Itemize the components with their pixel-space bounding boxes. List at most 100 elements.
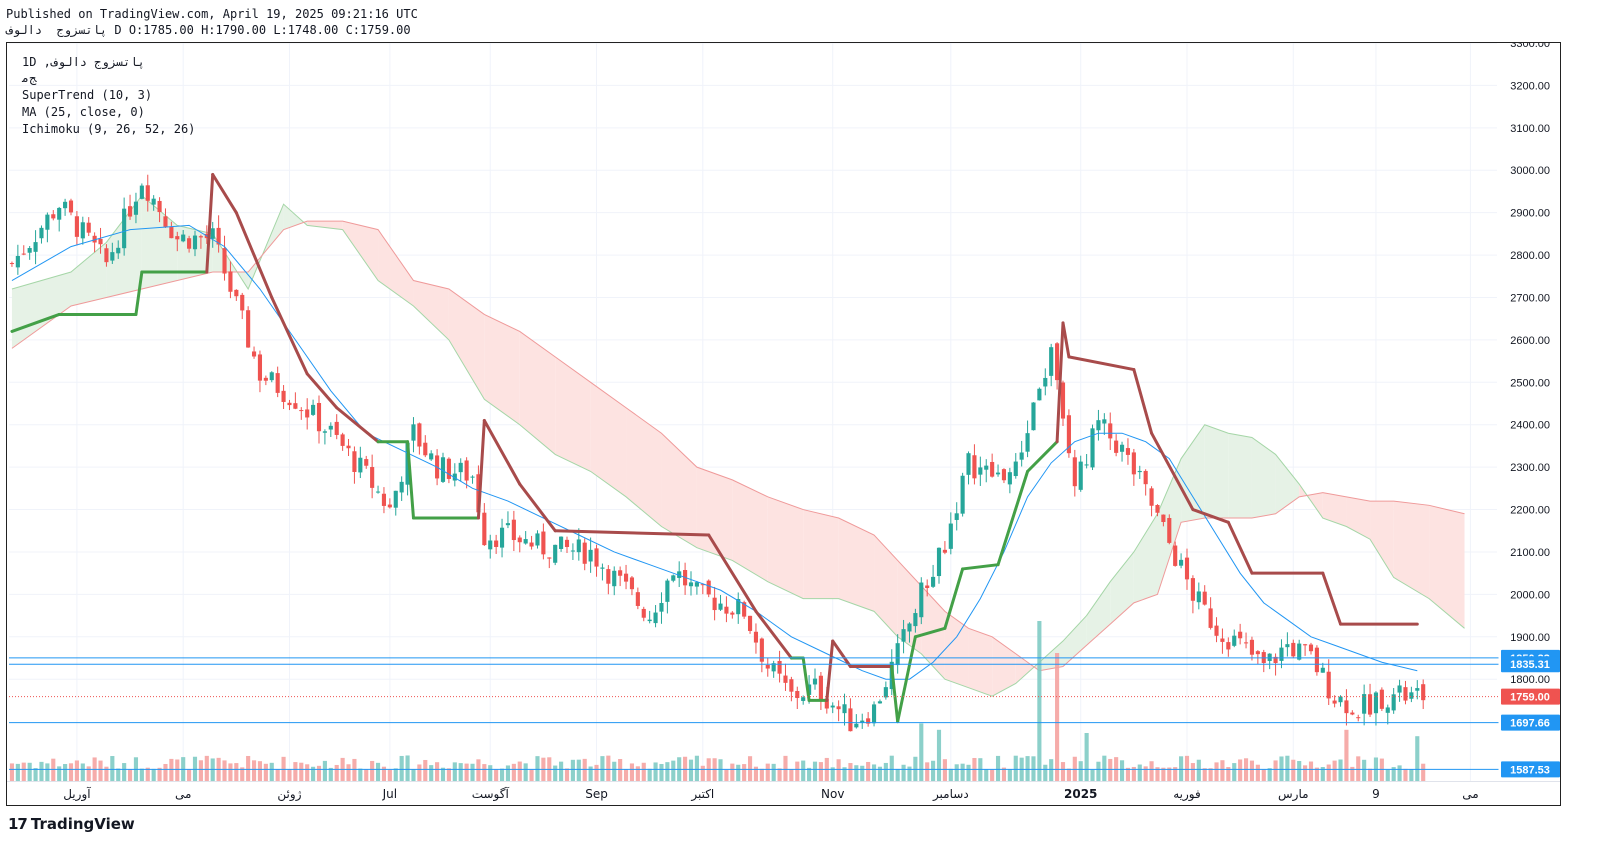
candle-body	[1421, 684, 1426, 701]
candle-body	[594, 548, 599, 567]
candle-body	[559, 536, 564, 549]
volume-bar	[27, 762, 32, 781]
ichimoku-cloud-segment	[1086, 581, 1111, 646]
volume-bar	[399, 755, 404, 781]
candle-body	[1415, 688, 1420, 691]
candle-body	[564, 539, 570, 548]
candle-body	[1179, 559, 1184, 566]
supertrend-line	[270, 295, 309, 376]
volume-bar	[370, 760, 375, 781]
candle-body	[1308, 644, 1314, 652]
volume-bar	[1367, 768, 1373, 781]
supertrend-line	[335, 406, 380, 444]
volume-bar	[1220, 760, 1225, 781]
ichimoku-cloud-segment	[484, 314, 520, 425]
volume-bar	[39, 761, 44, 781]
volume-bar	[287, 769, 292, 781]
legend-ma[interactable]: MA (25, close, 0)	[22, 105, 145, 119]
ichimoku-cloud-segment	[11, 272, 71, 349]
volume-bar	[736, 764, 741, 781]
candle-body	[1232, 635, 1237, 646]
volume-bar	[411, 769, 416, 781]
x-tick-label: می	[175, 787, 191, 801]
ichimoku-cloud-segment	[838, 518, 875, 612]
price-chart[interactable]: 3300.00 3200.00 3100.00 3000.00 2900.00 2800.…	[7, 43, 1560, 805]
candle-body	[1238, 631, 1243, 639]
volume-bar	[1314, 767, 1319, 781]
volume-bar	[659, 763, 664, 781]
volume-bar	[1131, 766, 1136, 781]
volume-bar	[901, 764, 906, 781]
candle-body	[830, 705, 835, 708]
volume-bar	[1143, 766, 1148, 781]
candle-body	[688, 582, 694, 587]
level-badge: 1697.66	[1510, 718, 1550, 730]
candle-body	[1291, 642, 1296, 657]
candle-body	[1167, 517, 1172, 543]
candle-body	[553, 544, 558, 563]
candle-body	[730, 612, 735, 615]
candle-body	[1320, 667, 1325, 673]
volume-bar	[299, 762, 304, 781]
candle-body	[1031, 402, 1036, 431]
candle-body	[600, 567, 605, 569]
supertrend-line	[1055, 321, 1065, 444]
ichimoku-cloud-segment	[448, 289, 485, 400]
volume-bar	[588, 766, 593, 781]
volume-bar	[936, 729, 942, 781]
candle-body	[251, 351, 257, 357]
volume-bar	[51, 758, 56, 781]
candle-body	[1249, 639, 1255, 655]
candle-body	[1314, 647, 1319, 673]
candle-body	[1190, 578, 1195, 601]
volume-bar	[322, 760, 327, 781]
candle-body	[1243, 642, 1249, 644]
candle-body	[1338, 696, 1343, 703]
volume-bar	[1084, 733, 1089, 781]
volume-bar	[1344, 729, 1349, 781]
candle-body	[1332, 700, 1337, 704]
supertrend-line	[890, 664, 900, 724]
volume-bar	[623, 769, 629, 781]
ichimoku-cloud-segment	[1322, 492, 1347, 527]
candle-body	[919, 582, 924, 618]
candle-body	[1356, 717, 1361, 719]
volume-bar	[641, 762, 646, 781]
volume-bar	[848, 763, 853, 781]
volume-bar	[145, 767, 150, 781]
candle-body	[966, 453, 971, 475]
candle-body	[1326, 671, 1331, 699]
volume-bar	[984, 769, 989, 781]
volume-bar	[1249, 760, 1255, 781]
candle-body	[1184, 557, 1190, 580]
ichimoku-cloud-segment	[992, 636, 1016, 697]
legend-supertrend[interactable]: SuperTrend (10, 3)	[22, 88, 153, 102]
volume-bar	[700, 765, 705, 781]
volume-bar	[222, 760, 227, 781]
x-tick-label: آوریل	[63, 786, 91, 802]
supertrend-line	[482, 418, 522, 486]
candle-body	[228, 271, 233, 292]
candle-body	[812, 678, 818, 685]
candle-body	[529, 542, 534, 547]
candle-body	[1125, 448, 1131, 455]
supertrend-line	[205, 172, 215, 274]
legend-ichimoku[interactable]: Ichimoku (9, 26, 52, 26)	[22, 122, 196, 136]
chart-frame[interactable]: 3300.00 3200.00 3100.00 3000.00 2900.00 2800.…	[6, 42, 1561, 806]
candle-body	[364, 459, 369, 466]
x-tick-label: مارس	[1278, 787, 1309, 802]
ichimoku-span-a	[11, 194, 1465, 697]
volume-bar	[116, 768, 121, 781]
volume-bar	[1415, 736, 1420, 781]
candle-body	[505, 523, 511, 526]
y-tick-label: 3100.00	[1510, 123, 1550, 135]
volume-bar	[417, 764, 422, 781]
volume-bar	[110, 756, 115, 781]
volume-bar	[1338, 759, 1343, 781]
volume-bar	[80, 763, 85, 781]
volume-bar	[618, 758, 623, 781]
volume-bar	[954, 764, 959, 781]
candle-body	[1226, 642, 1231, 650]
volume-bar	[86, 766, 91, 781]
candle-body	[765, 664, 770, 669]
